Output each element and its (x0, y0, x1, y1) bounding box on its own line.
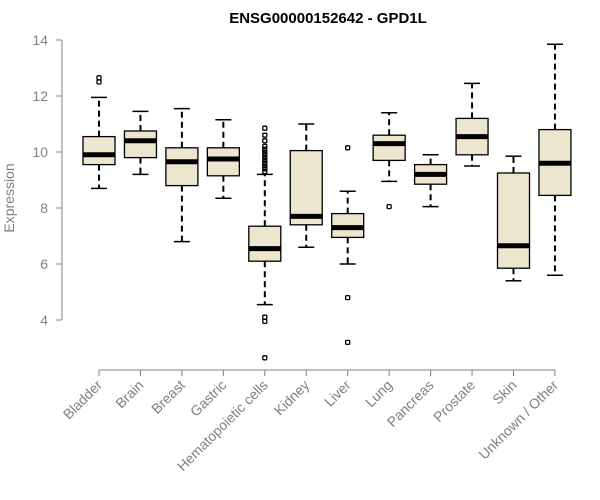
x-tick-label: Prostate (430, 377, 478, 425)
x-tick-label: Unknown / Other (475, 377, 561, 463)
y-tick-label: 4 (40, 312, 48, 328)
y-tick-label: 8 (40, 200, 48, 216)
outlier-point (262, 138, 268, 144)
iqr-box (206, 147, 241, 177)
outlier-point (262, 146, 268, 152)
box-prostate (455, 82, 489, 167)
y-axis-label: Expression (1, 163, 17, 232)
box-hematopoietic-cells (248, 125, 282, 361)
box-breast (165, 107, 199, 243)
outlier-point (262, 160, 268, 166)
box-gastric (206, 119, 241, 199)
chart-title: ENSG00000152642 - GPD1L (229, 10, 427, 27)
outlier-point (262, 318, 268, 325)
iqr-box (123, 130, 158, 159)
outlier-point (262, 157, 268, 164)
box-unknown-other (538, 43, 572, 276)
outlier-point (262, 163, 268, 169)
box-bladder (82, 75, 116, 190)
outlier-point (345, 145, 351, 151)
x-tick-label: Liver (321, 377, 354, 410)
box-lung (372, 112, 406, 210)
iqr-box (372, 134, 406, 162)
outlier-point (262, 168, 268, 175)
outlier-point (262, 355, 268, 361)
outlier-point (345, 339, 351, 346)
iqr-box (82, 135, 116, 166)
iqr-box (165, 147, 199, 187)
outlier-point (345, 294, 351, 301)
y-tick-label: 14 (32, 32, 48, 48)
outlier-point (262, 166, 268, 172)
outlier-point (262, 314, 268, 320)
outlier-point (262, 125, 268, 131)
box-kidney (289, 123, 323, 248)
x-tick-label: Kidney (271, 377, 313, 419)
iqr-box (289, 149, 323, 226)
outlier-point (262, 132, 268, 138)
x-tick-label: Breast (148, 377, 188, 417)
iqr-box (248, 225, 282, 262)
y-tick-label: 6 (40, 256, 48, 272)
x-tick-label: Bladder (60, 377, 106, 423)
box-group (82, 43, 572, 361)
outlier-point (96, 75, 102, 81)
x-tick-label: Brain (112, 377, 146, 411)
outlier-point (262, 143, 268, 150)
outlier-point (262, 149, 268, 155)
box-liver (331, 145, 365, 346)
y-tick-label: 10 (32, 144, 48, 160)
outlier-point (386, 203, 392, 210)
box-skin (496, 155, 531, 282)
outlier-point (262, 152, 268, 158)
iqr-box (496, 172, 531, 269)
x-tick-label: Lung (362, 377, 395, 410)
outlier-point (96, 79, 102, 85)
y-tick-label: 12 (32, 88, 48, 104)
box-brain (123, 110, 158, 176)
x-tick-label: Skin (489, 377, 520, 408)
box-pancreas (413, 154, 448, 208)
outlier-point (262, 154, 268, 161)
y-axis: 4 6 8 10 12 14 (32, 32, 63, 328)
